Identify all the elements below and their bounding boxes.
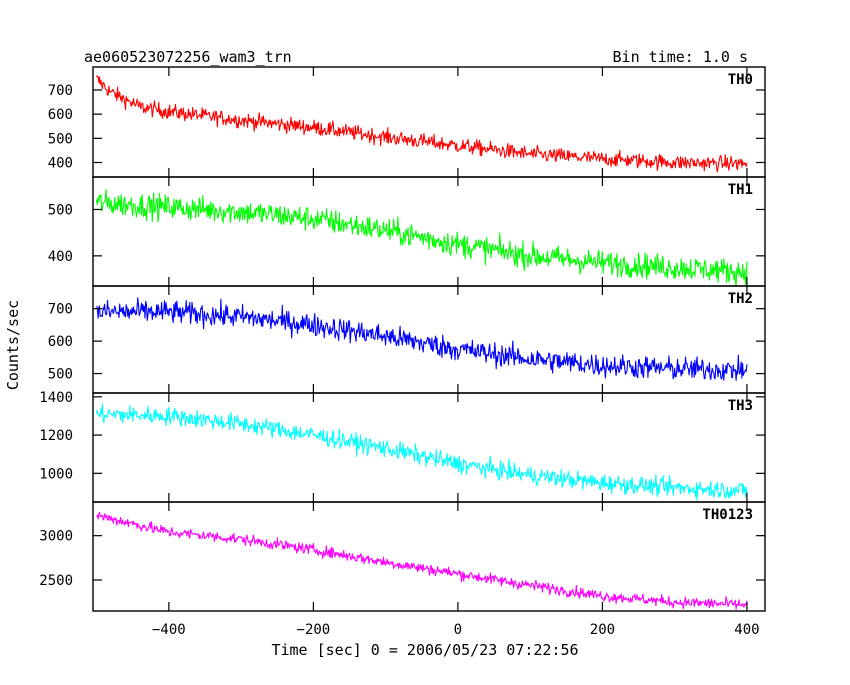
panel-frame-th0123: [92, 501, 766, 612]
panel-th1: 400 500 TH1: [48, 176, 766, 287]
x-tick-label: 400: [734, 622, 759, 638]
panel-frame-th3: [92, 392, 766, 503]
x-tick-label: −400: [152, 622, 186, 638]
panel-frame-th1: [92, 176, 766, 287]
panel-th3: 1000 1200 1400 TH3: [39, 390, 766, 503]
x-tick-label: 200: [590, 622, 615, 638]
panel-th0123: 2500 3000 TH0123: [39, 501, 766, 612]
panel-label-th2: TH2: [728, 291, 753, 307]
series-line-th0123: [96, 511, 748, 610]
figure-title: ae060523072256_wam3_trn: [84, 48, 292, 66]
series-line-th2: [96, 297, 748, 381]
bin-time-label: Bin time: 1.0 s: [613, 48, 748, 66]
y-tick-label-th0: 500: [48, 131, 73, 147]
series-line-th3: [96, 403, 748, 501]
x-tick-label: 0: [454, 622, 462, 638]
panel-label-th0123: TH0123: [702, 507, 753, 523]
y-tick-label-th0: 400: [48, 155, 73, 171]
panel-label-th0: TH0: [728, 72, 753, 88]
y-tick-label-th2: 500: [48, 367, 73, 383]
panel-label-th3: TH3: [728, 398, 753, 414]
series-line-th1: [96, 188, 748, 286]
y-tick-label-th3: 1400: [39, 390, 73, 406]
y-tick-label-th0123: 2500: [39, 573, 73, 589]
x-axis-label: Time [sec] 0 = 2006/05/23 07:22:56: [271, 641, 578, 659]
y-tick-label-th2: 600: [48, 334, 73, 350]
panel-th0: 400 500 600 700 TH0: [48, 66, 766, 178]
panel-stack: 400 500 600 700 TH0 400 500 TH1 500 600 700 TH2 1000…: [39, 66, 766, 638]
y-axis-label: Counts/sec: [4, 300, 22, 390]
y-tick-label-th0: 700: [48, 83, 73, 99]
panel-label-th1: TH1: [728, 182, 753, 198]
panel-th2: 500 600 700 TH2: [48, 285, 766, 394]
series-line-th0: [96, 75, 748, 173]
x-tick-label: −200: [297, 622, 331, 638]
y-tick-label-th3: 1000: [39, 466, 73, 482]
y-tick-label-th0: 600: [48, 107, 73, 123]
y-tick-label-th0123: 3000: [39, 529, 73, 545]
y-tick-label-th2: 700: [48, 302, 73, 318]
y-tick-label-th1: 500: [48, 202, 73, 218]
panel-frame-th2: [92, 285, 766, 394]
y-tick-label-th3: 1200: [39, 428, 73, 444]
y-tick-label-th1: 400: [48, 249, 73, 265]
